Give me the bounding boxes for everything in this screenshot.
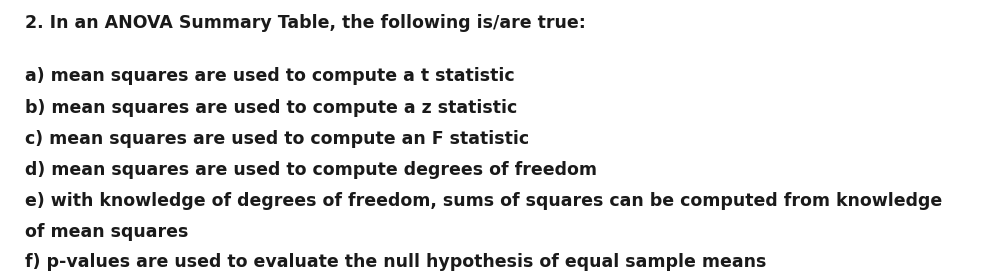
Text: a) mean squares are used to compute a t statistic: a) mean squares are used to compute a t … bbox=[25, 67, 515, 85]
Text: 2. In an ANOVA Summary Table, the following is/are true:: 2. In an ANOVA Summary Table, the follow… bbox=[25, 14, 585, 32]
Text: c) mean squares are used to compute an F statistic: c) mean squares are used to compute an F… bbox=[25, 130, 528, 148]
Text: d) mean squares are used to compute degrees of freedom: d) mean squares are used to compute degr… bbox=[25, 161, 596, 179]
Text: f) p-values are used to evaluate the null hypothesis of equal sample means: f) p-values are used to evaluate the nul… bbox=[25, 253, 766, 271]
Text: b) mean squares are used to compute a z statistic: b) mean squares are used to compute a z … bbox=[25, 99, 517, 117]
Text: of mean squares: of mean squares bbox=[25, 223, 188, 241]
Text: e) with knowledge of degrees of freedom, sums of squares can be computed from kn: e) with knowledge of degrees of freedom,… bbox=[25, 192, 942, 210]
